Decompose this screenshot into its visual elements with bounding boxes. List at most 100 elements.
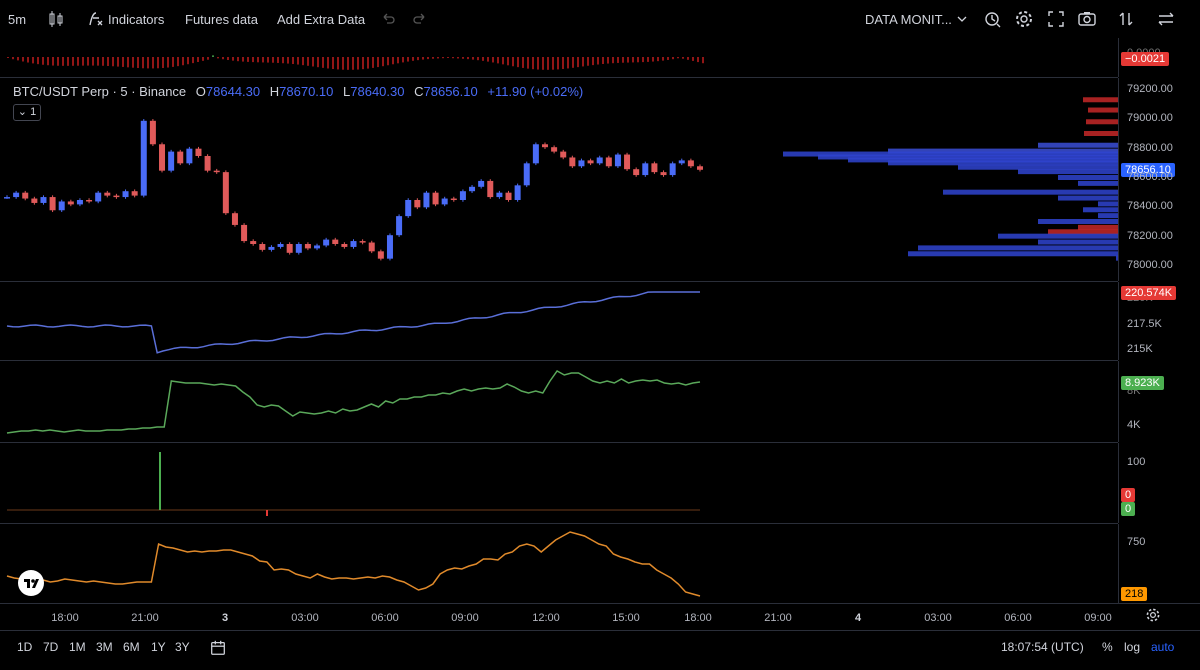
indicators-button[interactable]: Indicators — [108, 12, 165, 27]
candle — [523, 161, 530, 188]
oscillator-bar — [277, 57, 279, 63]
oscillator-bar — [397, 57, 399, 64]
candle — [332, 237, 339, 246]
oscillator-bar — [52, 57, 54, 66]
oscillator-bar — [37, 57, 39, 65]
liquidation-spike — [159, 452, 161, 510]
candle — [423, 190, 430, 210]
volume-profile-bar — [1098, 213, 1118, 219]
time-axis[interactable]: 18:00 21:00 3 03:00 06:00 09:00 12:00 15:00 18:0… — [0, 603, 1200, 630]
oscillator-bar — [457, 57, 459, 59]
volume-pane[interactable] — [0, 524, 1118, 602]
oscillator-bar — [567, 57, 569, 69]
redo-icon[interactable] — [410, 9, 430, 29]
camera-icon[interactable] — [1077, 9, 1097, 29]
indicators-icon[interactable] — [86, 9, 106, 29]
interval-button[interactable]: 5m — [8, 12, 27, 27]
oscillator-bar — [612, 57, 614, 64]
open-interest-scale[interactable]: 220K 220.574K 217.5K 215K — [1118, 282, 1200, 360]
utc-clock[interactable]: 18:07:54 (UTC) — [1001, 640, 1084, 654]
oscillator-bar — [42, 57, 44, 65]
auto-toggle[interactable]: auto — [1151, 640, 1175, 654]
compare-icon[interactable] — [1116, 9, 1136, 29]
futures-data-button[interactable]: Futures data — [185, 12, 258, 27]
oscillator-bar — [327, 57, 329, 69]
oscillator-bar — [532, 57, 534, 70]
price-pane[interactable] — [0, 78, 1118, 282]
candles-icon[interactable] — [46, 9, 66, 29]
candle — [341, 242, 348, 249]
oscillator-bar — [137, 57, 139, 69]
candle — [186, 146, 193, 166]
volume-profile-bar — [783, 151, 1118, 157]
candle — [697, 164, 703, 172]
oscillator-bar — [597, 57, 599, 65]
price-scale[interactable]: 78656.10 79200.00 79000.00 78800.00 78600.0… — [1118, 78, 1200, 281]
oscillator-bar — [262, 57, 264, 63]
price-scale-label: 78200.00 — [1127, 229, 1173, 242]
candle — [268, 245, 275, 252]
undo-icon[interactable] — [378, 9, 398, 29]
cvd-scale[interactable]: 8K 8.923K 4K — [1118, 361, 1200, 442]
candle — [377, 249, 384, 261]
gear-icon[interactable] — [1014, 9, 1034, 29]
volume-scale[interactable]: 750 218 — [1118, 524, 1200, 603]
range-button-1d[interactable]: 1D — [17, 640, 33, 654]
time-axis-label: 21:00 — [131, 612, 159, 624]
oscillator-bar — [167, 57, 169, 68]
alert-icon[interactable] — [982, 9, 1002, 29]
oscillator-bar — [62, 57, 64, 66]
oscillator-bar — [207, 57, 209, 60]
fullscreen-icon[interactable] — [1046, 9, 1066, 29]
oscillator-bar — [67, 57, 69, 66]
volume-profile-bar — [1083, 207, 1118, 213]
candle — [314, 243, 321, 251]
oscillator-bar — [272, 57, 274, 63]
volume-profile-bar — [1018, 169, 1118, 175]
volume-profile-bar — [888, 160, 1118, 166]
volume-profile-bar — [1084, 131, 1118, 136]
oscillator-bar — [92, 57, 94, 66]
add-extra-data-button[interactable]: Add Extra Data — [277, 12, 366, 27]
funding-pane[interactable] — [0, 38, 1118, 78]
open-interest-pane[interactable] — [0, 282, 1118, 361]
liquidations-pane[interactable] — [0, 443, 1118, 524]
symbol-title[interactable]: BTC/USDT Perp · 5 · Binance — [13, 84, 187, 99]
liquidations-scale[interactable]: 100 0 0 — [1118, 443, 1200, 523]
candle — [159, 142, 166, 173]
volume-profile-bar — [958, 164, 1118, 170]
high-value: 78670.10 — [279, 84, 334, 99]
oscillator-bar — [107, 57, 109, 66]
oscillator-bar — [212, 55, 214, 57]
axis-settings-icon[interactable] — [1145, 607, 1161, 623]
candle — [213, 168, 220, 174]
range-button-6m[interactable]: 6M — [123, 640, 140, 654]
chevron-down-icon[interactable] — [952, 9, 972, 29]
candle — [560, 149, 567, 160]
range-button-3m[interactable]: 3M — [96, 640, 113, 654]
log-toggle[interactable]: log — [1124, 640, 1141, 654]
oscillator-bar — [427, 57, 429, 60]
percent-toggle[interactable]: % — [1102, 640, 1113, 654]
candle — [122, 189, 129, 199]
range-button-1y[interactable]: 1Y — [151, 640, 166, 654]
collapse-indicators-button[interactable]: ⌄ 1 — [13, 104, 41, 121]
oscillator-bar — [577, 57, 579, 68]
oscillator-bar — [27, 57, 29, 63]
candle — [605, 155, 612, 169]
oscillator-bar — [482, 57, 484, 61]
range-button-7d[interactable]: 7D — [43, 640, 59, 654]
tradingview-logo-icon — [24, 579, 39, 588]
cvd-pane[interactable] — [0, 361, 1118, 443]
candle — [432, 190, 439, 207]
range-button-1m[interactable]: 1M — [69, 640, 86, 654]
oscillator-bar — [232, 57, 234, 61]
tradingview-logo[interactable] — [18, 570, 44, 596]
oscillator-bar — [87, 57, 89, 66]
data-monitor-button[interactable]: DATA MONIT... — [865, 12, 952, 27]
calendar-icon[interactable] — [209, 639, 227, 657]
range-button-3y[interactable]: 3Y — [175, 640, 190, 654]
candle — [587, 158, 594, 166]
swap-icon[interactable] — [1156, 9, 1176, 29]
